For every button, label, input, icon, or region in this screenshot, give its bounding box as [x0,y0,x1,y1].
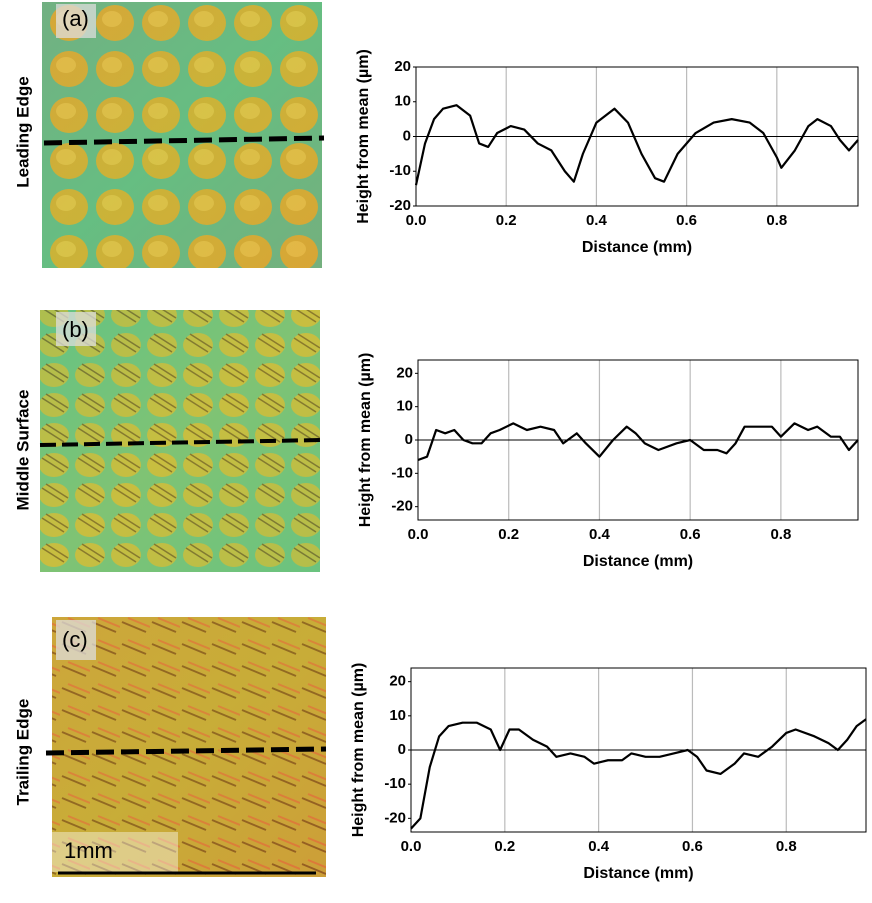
side-label: Trailing Edge [13,699,32,806]
scale-bar-label: 1mm [64,838,113,863]
x-tick-label: 0.0 [401,838,422,855]
x-tick-label: 0.6 [682,838,703,855]
x-tick-label: 0.8 [776,838,797,855]
panel-label: (c) [62,627,88,652]
panel-label: (b) [62,317,89,342]
y-tick-label: -10 [391,464,413,481]
x-tick-label: 0.0 [406,212,427,229]
x-tick-label: 0.8 [766,212,787,229]
y-axis-label: Height from mean (µm) [350,663,367,838]
y-tick-label: -20 [391,498,413,515]
surface-image-a [42,2,325,268]
y-tick-label: 20 [389,673,406,690]
x-tick-label: 0.2 [498,526,519,543]
y-tick-label: -10 [389,162,411,179]
x-tick-label: 0.6 [676,212,697,229]
y-tick-label: 10 [389,707,406,724]
x-tick-label: 0.8 [770,526,791,543]
x-tick-label: 0.4 [588,838,610,855]
x-axis-label: Distance (mm) [582,239,692,256]
data-line [417,422,859,462]
y-tick-label: 20 [394,58,411,75]
x-tick-label: 0.6 [680,526,701,543]
x-tick-label: 0.2 [496,212,517,229]
surface-image-b [39,310,323,572]
plot-frame [415,66,859,207]
x-tick-label: 0.4 [586,212,608,229]
side-label: Leading Edge [13,76,32,187]
y-tick-label: 0 [403,127,411,144]
y-tick-label: -20 [384,809,406,826]
y-tick-label: 0 [398,741,406,758]
y-tick-label: 10 [396,398,413,415]
x-tick-label: 0.4 [589,526,611,543]
data-line [410,718,867,830]
side-label: Middle Surface [13,390,32,511]
data-line [414,104,859,186]
y-tick-label: 10 [394,93,411,110]
surface-image-c [45,617,327,877]
x-axis-label: Distance (mm) [583,865,693,882]
x-axis-label: Distance (mm) [583,553,693,570]
y-tick-label: 0 [405,431,413,448]
plot-frame [410,667,867,833]
panel-label: (a) [62,6,89,31]
y-tick-label: 20 [396,364,413,381]
x-tick-label: 0.0 [408,526,429,543]
y-tick-label: -10 [384,775,406,792]
y-tick-label: -20 [389,197,411,214]
y-axis-label: Height from mean (µm) [357,353,374,528]
y-axis-label: Height from mean (µm) [355,49,372,224]
x-tick-label: 0.2 [494,838,515,855]
